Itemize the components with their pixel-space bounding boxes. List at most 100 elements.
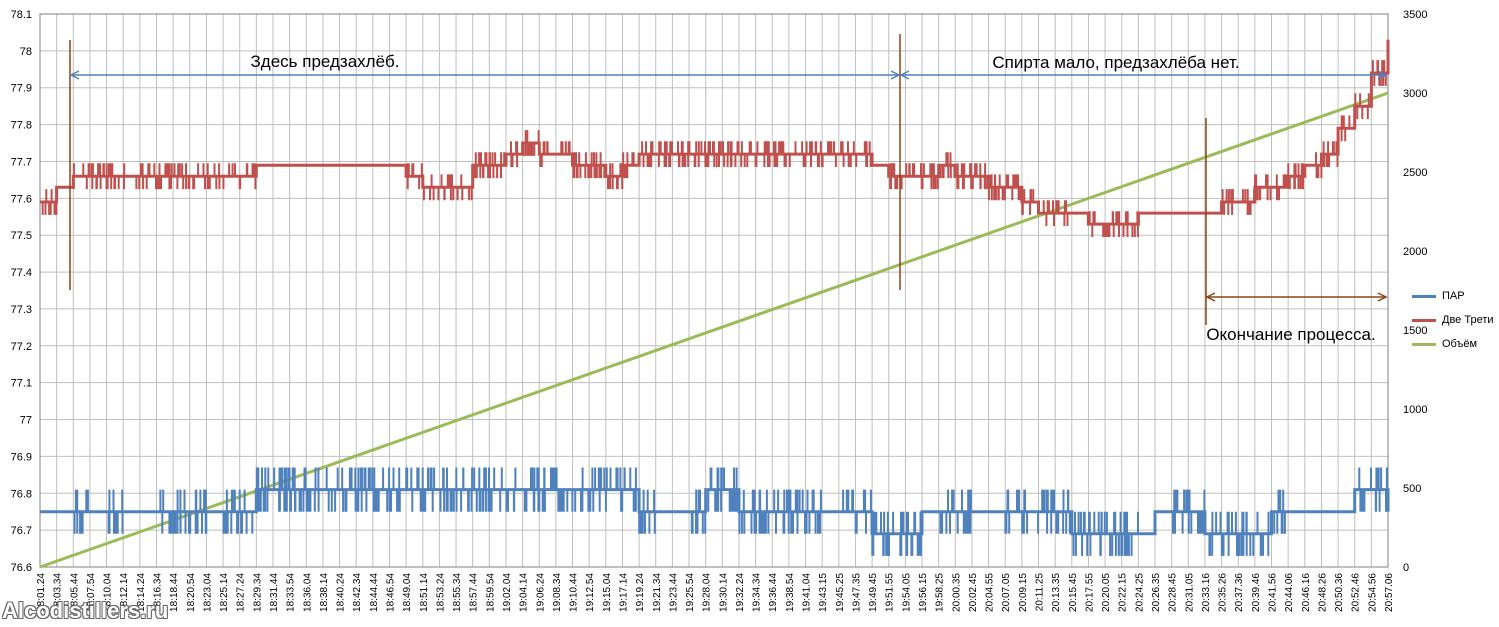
series-noise-par	[1204, 511, 1222, 556]
legend-item-dve-treti: Две Трети	[1412, 308, 1494, 332]
series-noise-par	[159, 489, 173, 534]
x-tick-label: 18:59.54	[485, 573, 496, 612]
series-noise-dve-treti	[1315, 152, 1323, 179]
series-noise-dve-treti	[72, 163, 91, 190]
x-tick-label: 20:46.16	[1301, 573, 1312, 612]
y-left-tick-label: 77.2	[11, 341, 32, 353]
x-tick-label: 20:11.25	[1035, 573, 1046, 612]
series-noise-dve-treti	[938, 152, 956, 179]
series-noise-dve-treti	[222, 163, 241, 190]
arrow-head-left	[69, 70, 80, 80]
y-right-tick-label: 0	[1403, 562, 1409, 574]
annotation-spirta-malo: Спирта мало, предзахлёба нет.	[992, 53, 1239, 72]
series-noise-par	[1256, 511, 1270, 556]
y-left-tick-label: 76.6	[11, 562, 32, 574]
series-noise-dve-treti	[971, 163, 990, 190]
x-tick-label: 20:07.05	[1001, 573, 1012, 612]
series-noise-dve-treti	[1221, 189, 1234, 215]
y-right-tick-label: 500	[1403, 483, 1421, 495]
series-noise-par	[555, 467, 574, 512]
x-tick-label: 20:48.26	[1317, 573, 1328, 612]
x-tick-label: 19:12.54	[585, 573, 596, 612]
series-noise-dve-treti	[105, 163, 120, 190]
y-left-tick-label: 77.4	[11, 267, 32, 279]
x-tick-label: 18:51.14	[419, 573, 430, 612]
arrow-head-left	[1205, 292, 1216, 302]
x-tick-label: 18:07.54	[86, 573, 97, 612]
series-noise-dve-treti	[173, 163, 191, 190]
x-tick-label: 18:49.04	[402, 573, 413, 612]
x-tick-label: 20:41.56	[1268, 573, 1279, 612]
series-noise-dve-treti	[1254, 174, 1272, 201]
series-noise-par	[1120, 511, 1139, 556]
series-noise-dve-treti	[1287, 163, 1304, 190]
x-tick-label: 19:21.34	[652, 573, 663, 612]
x-tick-label: 19:23.44	[668, 573, 679, 612]
series-noise-dve-treti	[1042, 200, 1055, 226]
x-tick-label: 20:35.26	[1218, 573, 1229, 612]
series-noise-dve-treti	[560, 141, 571, 155]
x-tick-label: 19:43.15	[818, 573, 829, 612]
series-noise-dve-treti	[90, 163, 108, 190]
x-tick-label: 20:44.06	[1284, 573, 1295, 612]
y-left-tick-label: 77	[20, 415, 32, 427]
series-noise-dve-treti	[539, 141, 549, 167]
x-tick-label: 19:49.45	[868, 573, 879, 612]
series-noise-par	[255, 467, 270, 512]
y-left-tick-label: 76.7	[11, 525, 32, 537]
x-tick-label: 18:12.14	[119, 573, 130, 612]
x-tick-label: 19:38.54	[785, 573, 796, 612]
x-tick-label: 18:42.34	[352, 573, 363, 612]
annotation-okonchanie: Окончание процесса.	[1206, 325, 1375, 344]
x-tick-label: 19:54.05	[901, 573, 912, 612]
series-noise-par	[1237, 511, 1255, 556]
series-noise-par	[405, 467, 424, 512]
series-noise-dve-treti	[889, 163, 903, 190]
x-tick-label: 18:57.44	[469, 573, 480, 612]
x-tick-label: 18:10.04	[103, 573, 114, 612]
x-tick-label: 18:03.34	[53, 573, 64, 612]
legend-label-par: ПАР	[1442, 290, 1465, 302]
series-noise-par	[1055, 489, 1071, 534]
y-left-tick-label: 77.3	[11, 304, 32, 316]
x-tick-label: 18:53.24	[435, 573, 446, 612]
legend-item-obem: Объём	[1412, 332, 1494, 356]
series-noise-dve-treti	[510, 141, 519, 167]
y-left-tick-label: 76.8	[11, 488, 32, 500]
series-noise-par	[325, 467, 339, 512]
series-noise-par	[842, 489, 854, 512]
series-noise-dve-treti	[192, 163, 206, 190]
series-noise-dve-treti	[1371, 60, 1387, 86]
series-noise-dve-treti	[722, 141, 740, 167]
x-tick-label: 19:06.24	[535, 573, 546, 612]
x-tick-label: 18:36.04	[302, 573, 313, 612]
y-right-tick-label: 2000	[1403, 246, 1427, 258]
x-tick-label: 19:41.04	[802, 573, 813, 612]
series-noise-par	[238, 489, 254, 534]
series-noise-dve-treti	[406, 163, 423, 190]
series-noise-dve-treti	[206, 163, 221, 190]
series-noise-dve-treti	[677, 141, 690, 167]
x-tick-label: 19:28.04	[702, 573, 713, 612]
y-left-tick-label: 78.1	[11, 9, 32, 21]
x-tick-label: 20:57.06	[1384, 573, 1395, 612]
series-noise-par	[690, 489, 707, 534]
series-noise-dve-treti	[607, 163, 624, 190]
x-tick-label: 20:37.36	[1234, 573, 1245, 612]
x-tick-label: 18:38.14	[319, 573, 330, 612]
legend-label-dve-treti: Две Трети	[1442, 314, 1494, 326]
series-noise-dve-treti	[1055, 200, 1069, 226]
series-noise-par	[956, 489, 972, 534]
y-right-tick-label: 1500	[1403, 325, 1427, 337]
series-noise-par	[707, 467, 723, 512]
series-noise-dve-treti	[1021, 189, 1035, 215]
x-tick-label: 20:00.35	[951, 573, 962, 612]
series-noise-dve-treti	[1322, 141, 1339, 167]
series-noise-dve-treti	[421, 174, 440, 201]
series-noise-par	[222, 489, 239, 534]
x-tick-label: 20:02.45	[968, 573, 979, 612]
series-noise-dve-treti	[239, 163, 257, 190]
series-noise-par	[488, 467, 503, 512]
series-noise-par	[805, 489, 822, 534]
series-noise-dve-treti	[705, 141, 722, 167]
